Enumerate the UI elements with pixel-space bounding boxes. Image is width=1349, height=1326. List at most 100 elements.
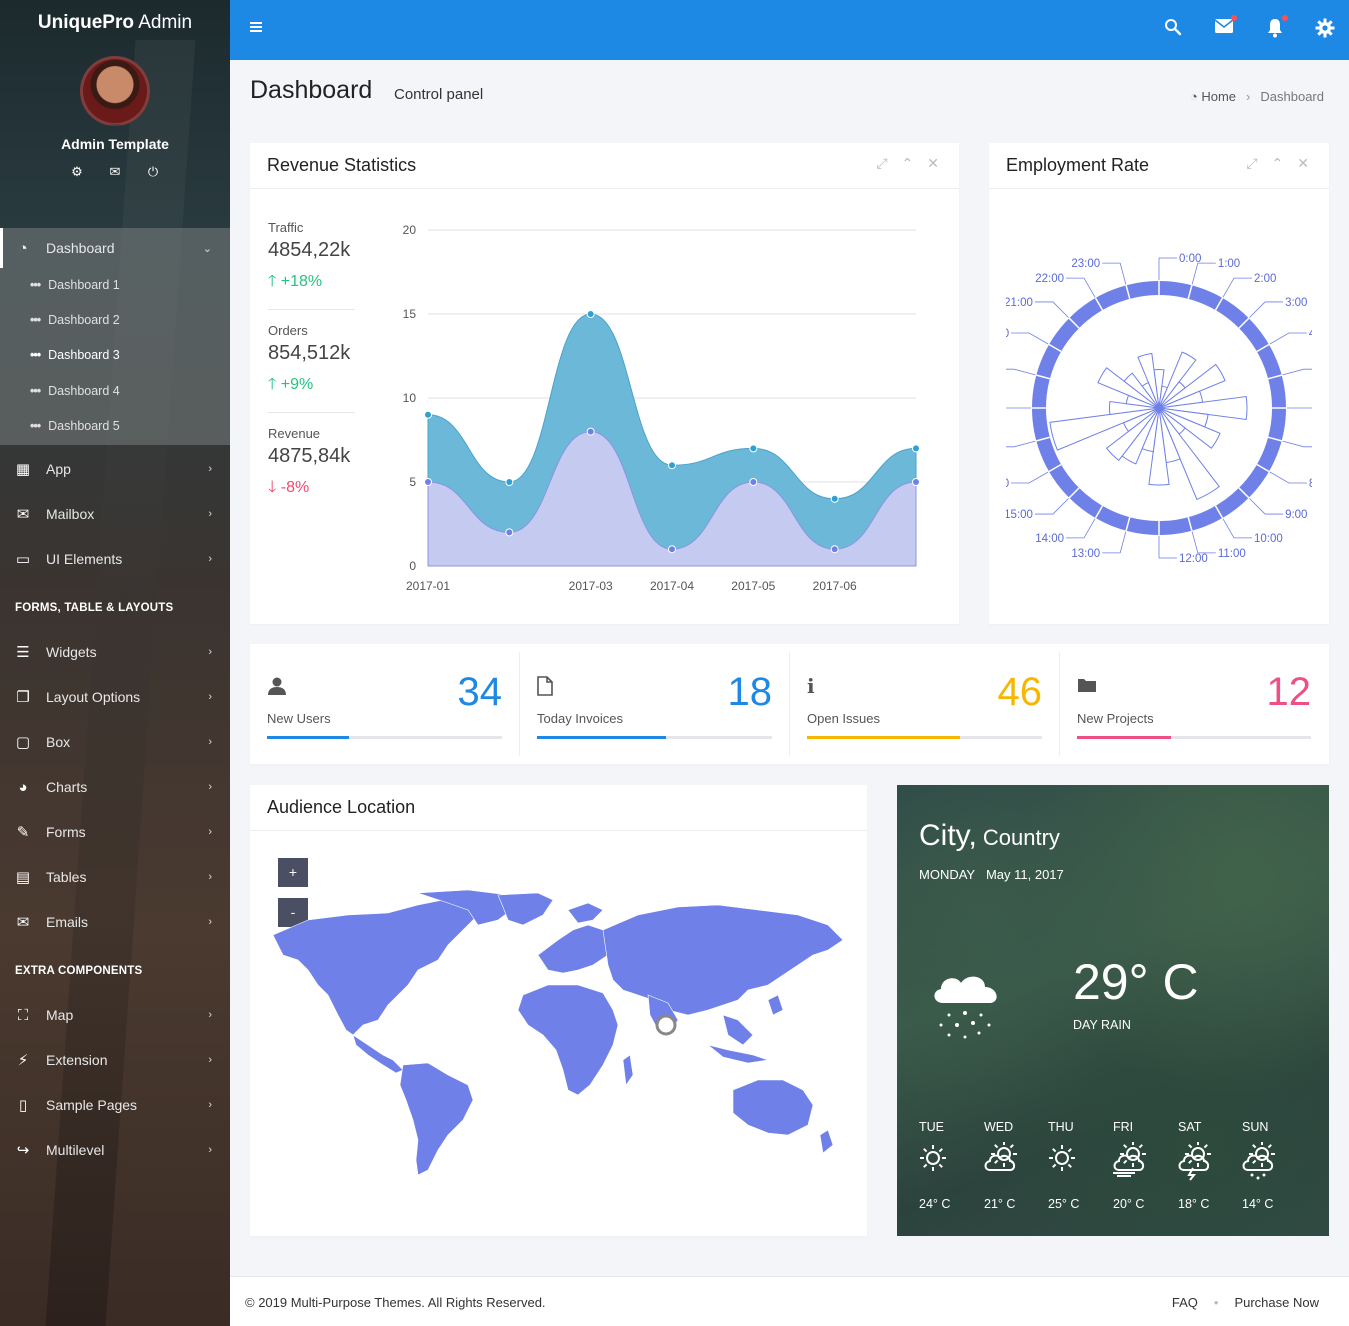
search-icon[interactable] [1162, 18, 1184, 40]
faq-link[interactable]: FAQ [1171, 1295, 1198, 1310]
map-icon: ⛶ [17, 1006, 29, 1024]
expand-icon[interactable]: ⤢ [1246, 155, 1258, 171]
sidebar-item-multilevel[interactable]: ↪ Multilevel › [0, 1130, 230, 1170]
bell-icon[interactable] [1264, 15, 1288, 40]
data-point[interactable] [424, 478, 432, 486]
revenue-statistics-card: Revenue Statistics ⤢ ⌃ ✕ Traffic 4854,22… [250, 143, 959, 624]
sidebar-item-mailbox[interactable]: ✉ Mailbox › [0, 494, 230, 534]
tile-open-issues[interactable]: i 46 Open Issues [790, 644, 1060, 764]
mail-notification-icon[interactable] [1213, 15, 1237, 40]
sidebar-subitem-dashboard-1[interactable]: ••• Dashboard 1 [30, 278, 120, 292]
data-point[interactable] [424, 410, 432, 419]
polar-bar[interactable] [1108, 400, 1160, 416]
chevron-down-icon: ⌄ [202, 242, 212, 255]
stat-orders: Orders 854,512k 🡑 +9% [268, 323, 351, 393]
collapse-icon[interactable]: ⌃ [901, 155, 914, 171]
data-point[interactable] [586, 310, 595, 318]
envelope-icon[interactable]: ✉ [109, 164, 121, 179]
data-point[interactable] [505, 478, 514, 486]
stats-tiles-row: 34 New Users 18 Today Invoices i 46 Open… [250, 644, 1329, 764]
sidebar-subitem-dashboard-2[interactable]: ••• Dashboard 2 [30, 313, 120, 327]
map-location-marker[interactable] [655, 1014, 677, 1036]
forecast-temp: 20° C [1113, 1197, 1145, 1211]
purchase-now-link[interactable]: Purchase Now [1234, 1295, 1319, 1310]
power-icon[interactable]: ⏻ [147, 164, 159, 179]
tile-new-projects[interactable]: 12 New Projects [1060, 644, 1329, 764]
sidebar-item-emails[interactable]: ✉ Emails › [0, 902, 230, 942]
sidebar-item-widgets[interactable]: ☰ Widgets › [0, 632, 230, 672]
hour-label: 3:00 [1285, 297, 1307, 309]
sun-icon [1049, 1145, 1075, 1171]
hour-label: 2:00 [1254, 273, 1276, 285]
tile-new-users[interactable]: 34 New Users [250, 644, 520, 764]
notification-dot [1282, 15, 1288, 21]
data-point[interactable] [668, 545, 676, 554]
forecast-day: TUE 24° C [919, 1120, 967, 1211]
polar-bar[interactable] [1105, 407, 1160, 462]
chevron-right-icon: › [208, 1099, 212, 1111]
polar-bar[interactable] [1158, 363, 1226, 409]
breadcrumb-home[interactable]: ◔ Home [1189, 89, 1237, 104]
tile-today-invoices[interactable]: 18 Today Invoices [520, 644, 790, 764]
polar-bar[interactable] [1158, 395, 1248, 421]
folder-icon [1077, 676, 1097, 700]
data-point[interactable] [586, 427, 595, 436]
brand-logo[interactable]: UniquePro Admin [37, 12, 193, 33]
data-point[interactable] [830, 494, 839, 503]
sidebar-subitem-dashboard-5[interactable]: ••• Dashboard 5 [30, 419, 120, 433]
polar-bar[interactable] [1049, 407, 1160, 451]
sidebar-item-layout-options[interactable]: ❐ Layout Options › [0, 677, 230, 717]
data-point[interactable] [749, 444, 758, 453]
sidebar: UniquePro Admin Admin Template ⚙ ✉ ⏻ ◔ D… [0, 0, 230, 1326]
data-point[interactable] [505, 528, 514, 537]
sidebar-subitem-dashboard-3[interactable]: ••• Dashboard 3 [30, 348, 120, 362]
copyright-text: © 2019 Multi-Purpose Themes. All Rights … [245, 1295, 546, 1310]
section-title-forms: FORMS, TABLE & LAYOUTS [15, 602, 174, 614]
close-icon[interactable]: ✕ [927, 155, 939, 171]
data-point[interactable] [668, 461, 676, 470]
hour-label: 0:00 [1179, 253, 1201, 265]
hamburger-menu-icon[interactable] [250, 22, 262, 32]
expand-icon[interactable]: ⤢ [876, 155, 888, 171]
sidebar-item-map[interactable]: ⛶ Map › [0, 995, 230, 1035]
sidebar-item-forms[interactable]: ✎ Forms › [0, 812, 230, 852]
file-icon: ▯ [18, 1097, 28, 1114]
sidebar-item-box[interactable]: ▢ Box › [0, 722, 230, 762]
polar-bar[interactable] [1123, 372, 1160, 409]
sidebar-item-charts[interactable]: ◕ Charts › [0, 767, 230, 807]
chevron-right-icon: › [208, 1054, 212, 1066]
collapse-icon[interactable]: ⌃ [1271, 155, 1284, 171]
breadcrumb: ◔ Home › Dashboard [1189, 89, 1324, 104]
forecast-temp: 24° C [919, 1197, 951, 1211]
avatar[interactable] [80, 56, 150, 126]
map-zoom-in-button[interactable]: + [278, 858, 308, 887]
sidebar-item-sample-pages[interactable]: ▯ Sample Pages › [0, 1085, 230, 1125]
sidebar-subitem-dashboard-4[interactable]: ••• Dashboard 4 [30, 384, 120, 398]
polar-bar[interactable] [1158, 407, 1220, 501]
polar-bar[interactable] [1158, 407, 1221, 449]
snow-sun-icon [1242, 1142, 1275, 1180]
data-point[interactable] [912, 444, 920, 453]
sidebar-item-ui-elements[interactable]: ▭ UI Elements › [0, 539, 230, 579]
data-point[interactable] [830, 545, 839, 554]
close-icon[interactable]: ✕ [1297, 155, 1309, 171]
polar-bar[interactable] [1148, 407, 1170, 486]
hour-label: 15:00 [1006, 509, 1033, 521]
sidebar-item-extension[interactable]: ⚡ Extension › [0, 1040, 230, 1080]
gear-icon[interactable]: ⚙ [71, 164, 83, 179]
hour-label: 14:00 [1035, 533, 1064, 545]
polar-bar[interactable] [1137, 352, 1160, 409]
y-tick-label: 0 [409, 559, 416, 573]
data-point[interactable] [912, 478, 920, 486]
world-map[interactable] [268, 885, 850, 1185]
polar-bar[interactable] [1158, 351, 1197, 409]
stat-traffic: Traffic 4854,22k 🡑 +18% [268, 220, 351, 290]
sidebar-item-app[interactable]: ▦ App › [0, 449, 230, 489]
info-icon: i [807, 674, 815, 698]
data-point[interactable] [749, 478, 758, 486]
polar-bar[interactable] [1097, 367, 1160, 409]
gear-icon[interactable] [1314, 18, 1336, 40]
sidebar-item-tables[interactable]: ▤ Tables › [0, 857, 230, 897]
sidebar-item-dashboard[interactable]: ◔ Dashboard ⌄ [0, 228, 230, 268]
windy-sun-icon [1113, 1142, 1146, 1177]
